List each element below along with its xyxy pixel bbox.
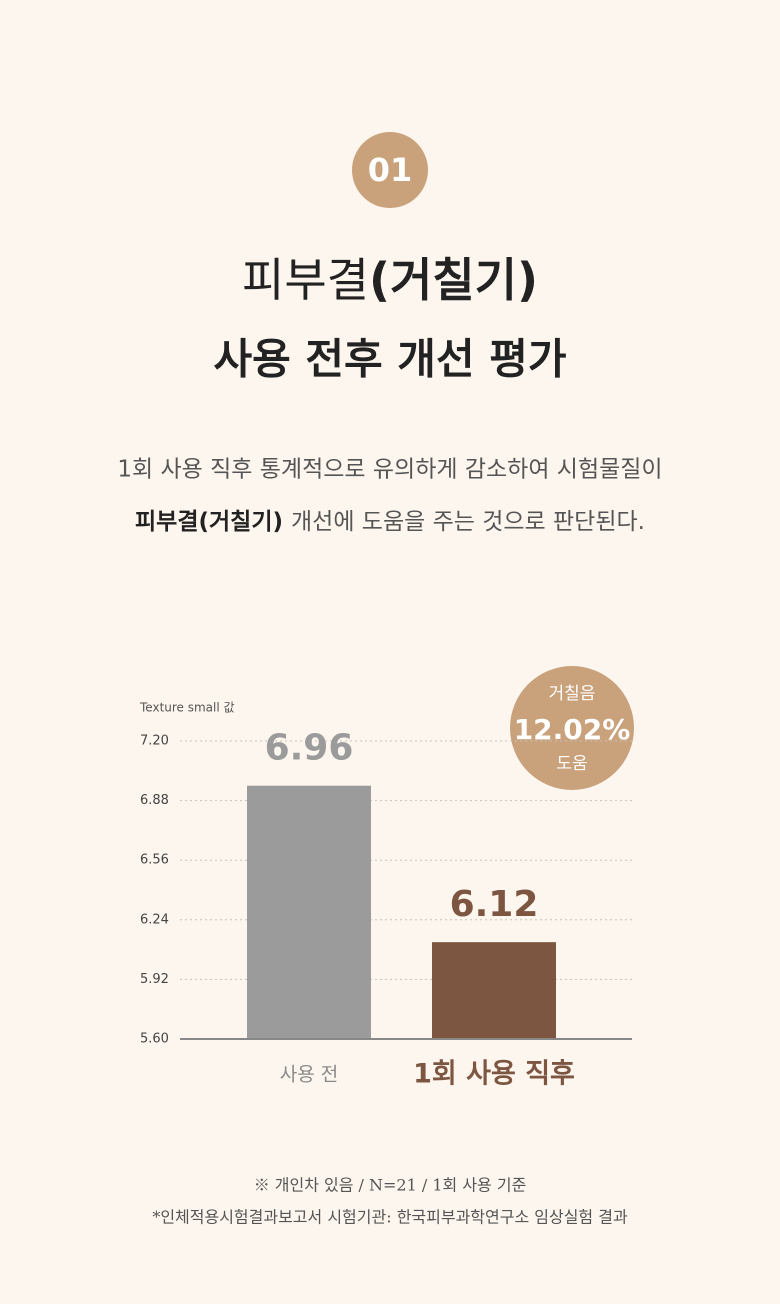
y-tick-label: 6.88 [140,793,169,808]
bar [432,942,556,1039]
y-axis-label: Texture small 값 [139,701,235,715]
y-tick-label: 7.20 [140,734,169,749]
x-tick-label: 사용 전 [280,1064,338,1086]
callout-circle [510,666,634,790]
title-line1: 피부결(거칠기) [242,253,538,307]
title-bold: (거칠기) [369,253,538,307]
value-label: 6.12 [450,884,539,925]
y-tick-label: 5.92 [140,972,169,987]
y-tick-label: 6.24 [140,912,169,927]
description-line1: 1회 사용 직후 통계적으로 유의하게 감소하여 시험물질이 [117,457,662,483]
bar [247,785,371,1039]
description-bold: 피부결(거칠기) [135,509,283,535]
title-regular: 피부결 [242,253,369,307]
footnote: *인체적용시험결과보고서 시험기관: 한국피부과학연구소 임상실험 결과 [152,1208,628,1227]
x-tick-label: 1회 사용 직후 [413,1059,575,1090]
badge-circle [352,132,428,208]
badge-number: 01 [368,151,413,189]
description-rest: 개선에 도움을 주는 것으로 판단된다. [291,509,645,535]
y-tick-label: 6.56 [140,853,169,868]
y-tick-label: 5.60 [140,1032,169,1047]
description-line2: 피부결(거칠기) 개선에 도움을 주는 것으로 판단된다. [135,509,645,535]
footnote: ※ 개인차 있음 / N=21 / 1회 사용 기준 [254,1176,527,1195]
callout-bottom: 도움 [556,754,587,774]
title-line2: 사용 전후 개선 평가 [214,335,567,384]
callout-top: 거칠음 [549,684,596,704]
value-label: 6.96 [265,728,354,769]
